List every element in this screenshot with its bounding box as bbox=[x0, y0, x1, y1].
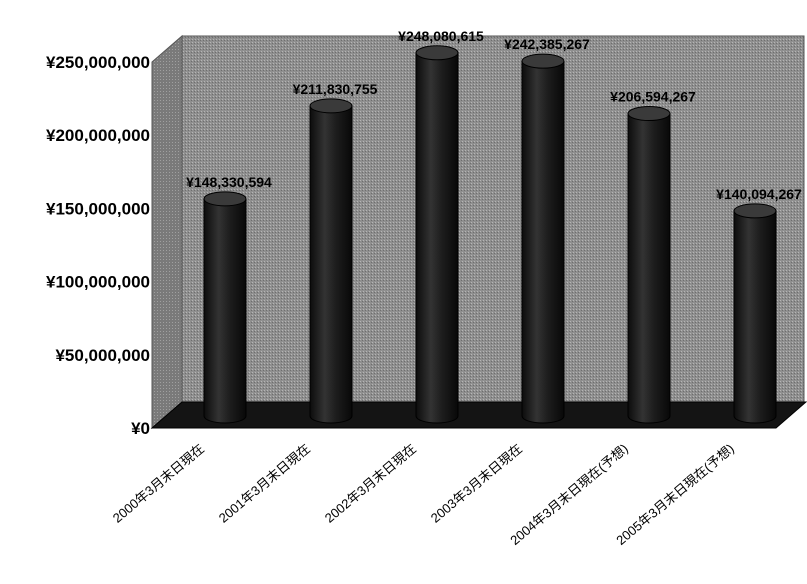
bars bbox=[203, 45, 777, 424]
x-tick-label: 2005年3月末日現在(予想) bbox=[613, 441, 737, 548]
data-labels: ¥148,330,594 ¥211,830,755 ¥248,080,615 ¥242… bbox=[186, 28, 802, 202]
bar bbox=[203, 191, 247, 424]
y-tick-label: ¥50,000,000 bbox=[55, 346, 150, 365]
bar-body bbox=[203, 198, 247, 424]
y-tick-label: ¥100,000,000 bbox=[46, 273, 150, 292]
chart-walls bbox=[150, 34, 807, 430]
bar bbox=[627, 106, 671, 424]
bar-body bbox=[521, 60, 565, 424]
bar-body bbox=[415, 52, 459, 424]
chart-floor bbox=[150, 401, 807, 429]
bar-top bbox=[415, 45, 459, 61]
bar-top bbox=[627, 106, 671, 122]
x-tick-label: 2000年3月末日現在 bbox=[110, 441, 207, 526]
back-wall bbox=[181, 35, 805, 403]
y-tick-label: ¥200,000,000 bbox=[46, 126, 150, 145]
bar-top bbox=[521, 53, 565, 69]
bar-top bbox=[733, 203, 777, 219]
bar-body bbox=[309, 105, 353, 424]
x-tick-label: 2004年3月末日現在(予想) bbox=[507, 441, 631, 548]
bar bbox=[733, 203, 777, 424]
y-axis: ¥0 ¥50,000,000 ¥100,000,000 ¥150,000,000 ¥20… bbox=[46, 53, 150, 438]
y-tick-label: ¥0 bbox=[131, 419, 150, 438]
bar-top bbox=[309, 98, 353, 114]
x-tick-label: 2001年3月末日現在 bbox=[216, 441, 313, 526]
bar-body bbox=[627, 113, 671, 424]
bar-value-label: ¥206,594,267 bbox=[610, 89, 696, 105]
x-tick-label: 2003年3月末日現在 bbox=[428, 441, 525, 526]
bar-value-label: ¥248,080,615 bbox=[398, 28, 484, 44]
bar-value-label: ¥148,330,594 bbox=[186, 174, 272, 190]
y-tick-label: ¥250,000,000 bbox=[46, 53, 150, 72]
bar-value-label: ¥140,094,267 bbox=[716, 186, 802, 202]
x-tick-label: 2002年3月末日現在 bbox=[322, 441, 419, 526]
y-tick-label: ¥150,000,000 bbox=[46, 199, 150, 218]
bar-top bbox=[203, 191, 247, 207]
bar-value-label: ¥211,830,755 bbox=[293, 81, 378, 97]
bar bbox=[309, 98, 353, 424]
bar bbox=[415, 45, 459, 424]
bar bbox=[521, 53, 565, 424]
x-axis: 2000年3月末日現在 2001年3月末日現在 2002年3月末日現在 2003年3月… bbox=[110, 441, 737, 548]
side-wall bbox=[151, 34, 183, 430]
bar-value-label: ¥242,385,267 bbox=[504, 36, 590, 52]
bar-body bbox=[733, 210, 777, 424]
